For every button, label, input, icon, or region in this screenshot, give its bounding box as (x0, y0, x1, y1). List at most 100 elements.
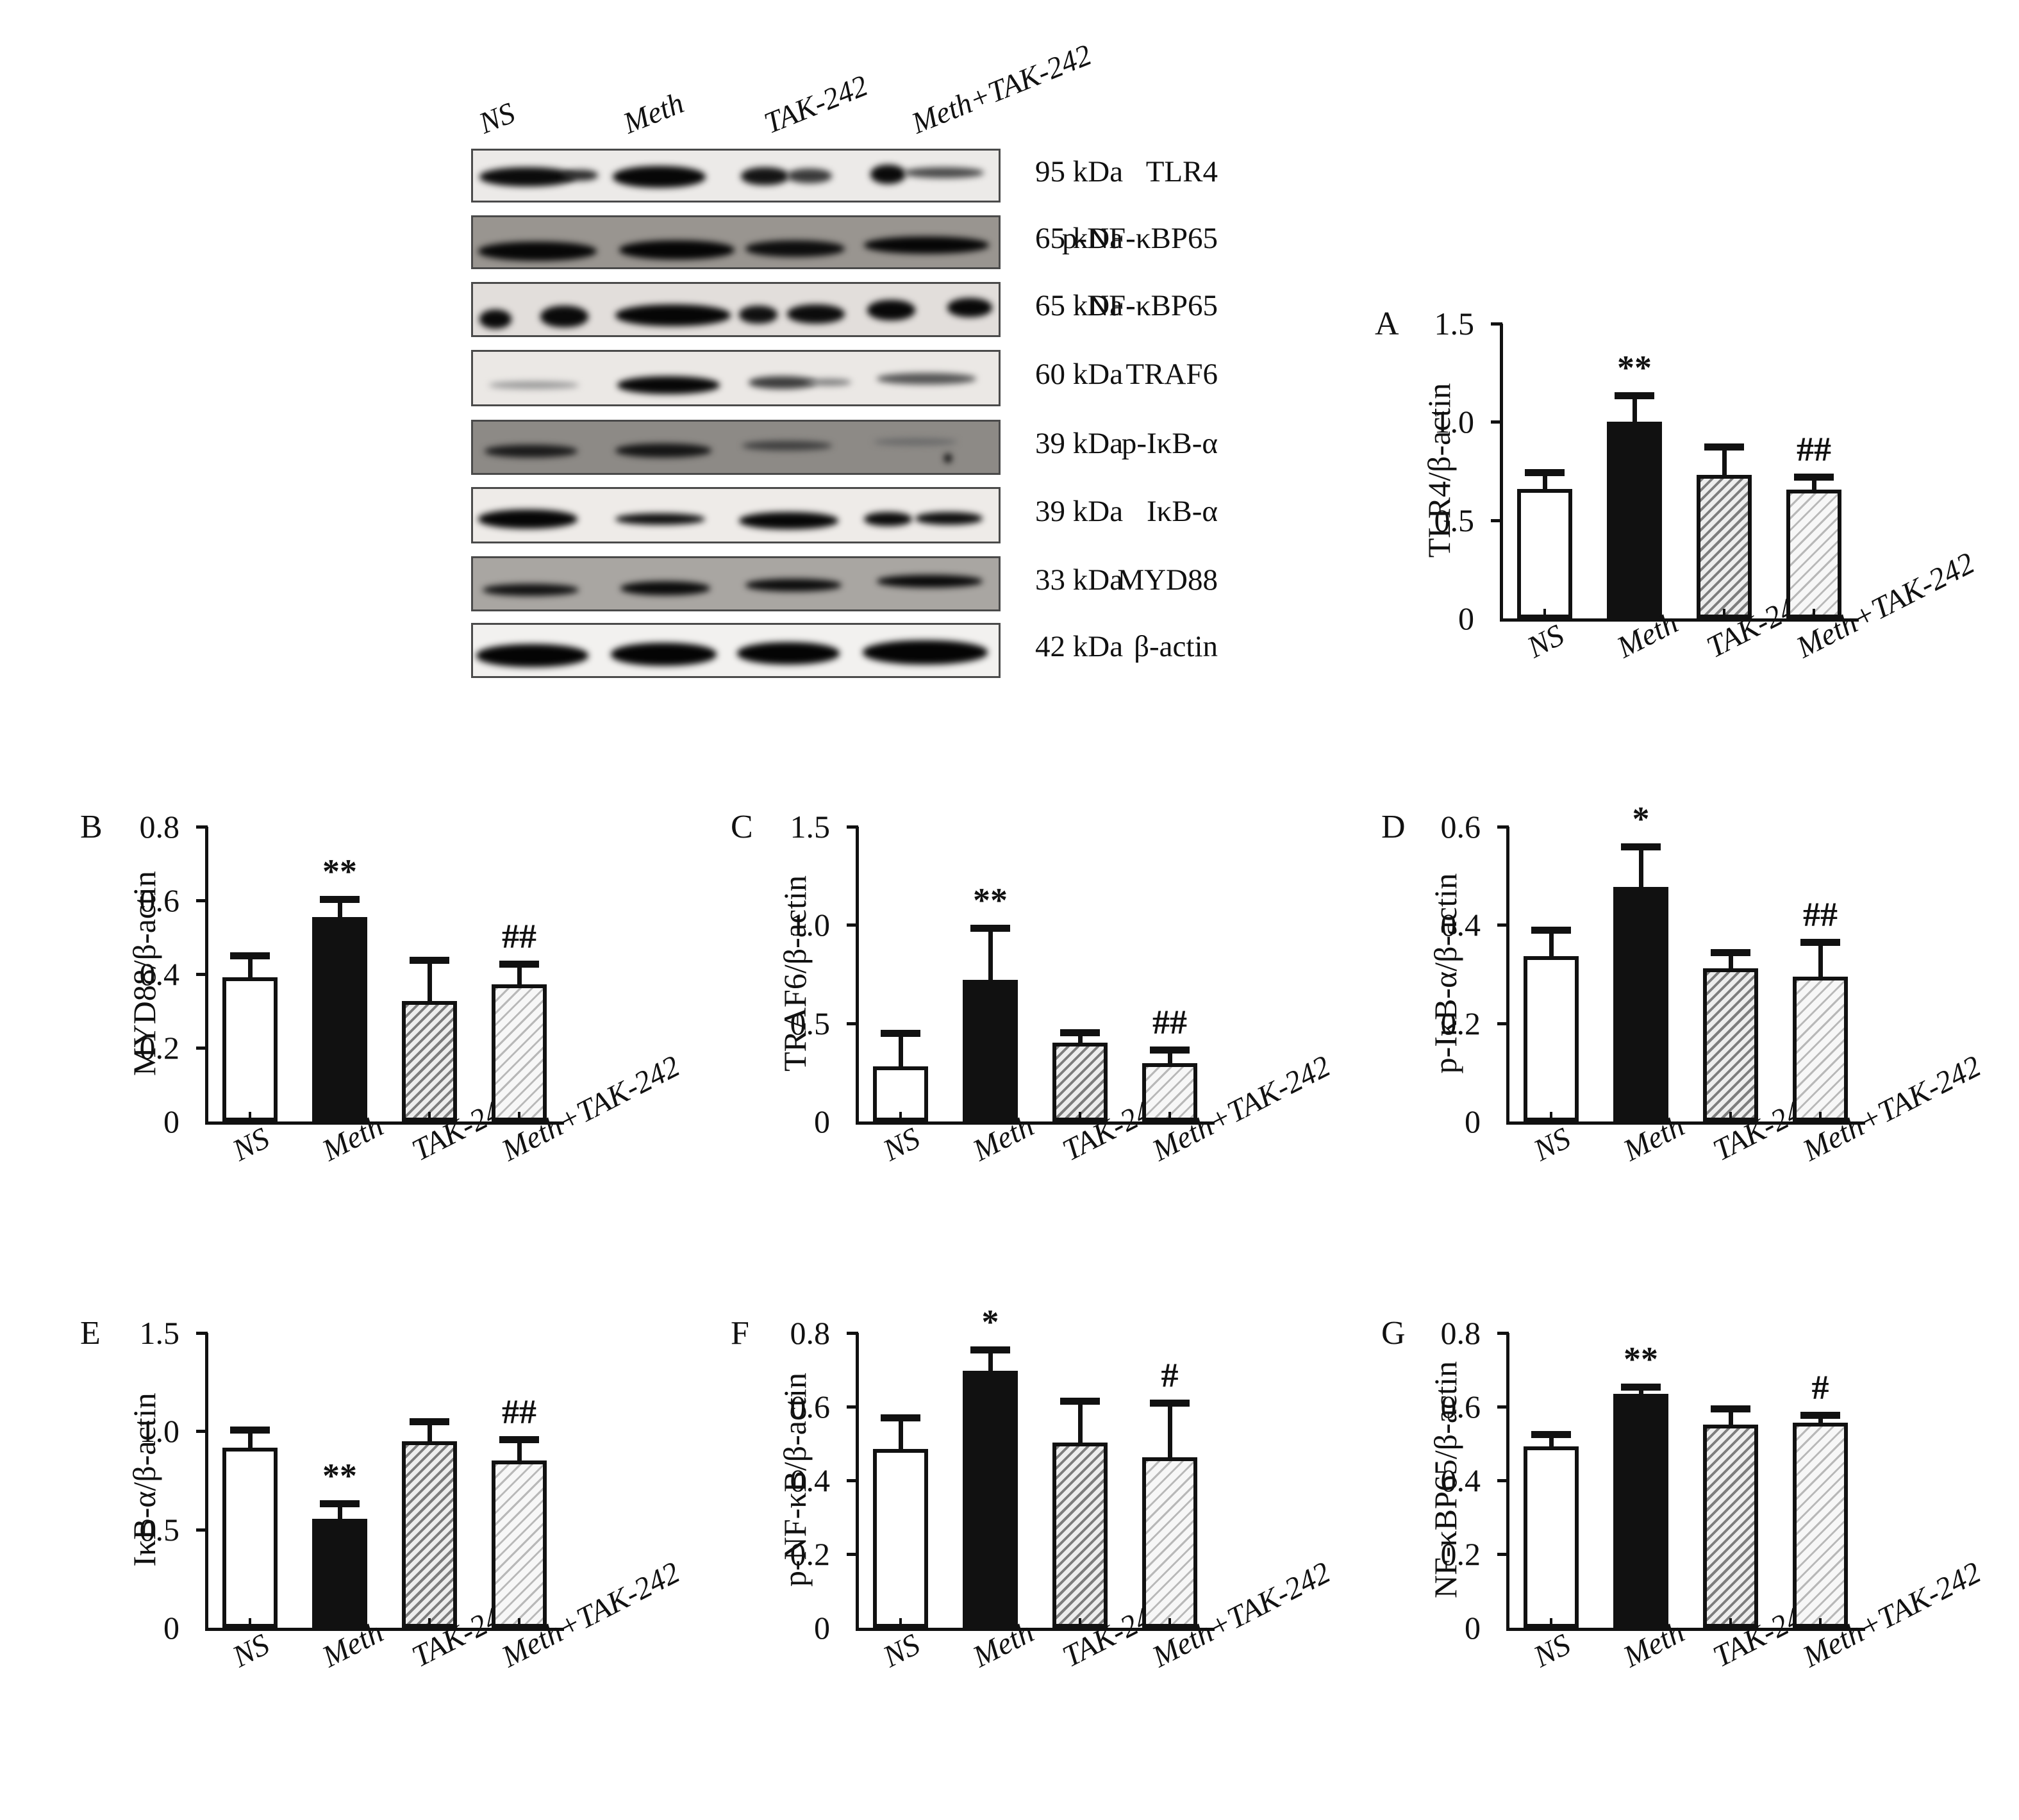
y-axis-tick-label: 1.5 (139, 1315, 180, 1351)
blot-protein-label: p-NF-κBP65 (1061, 222, 1218, 255)
blot-band (739, 306, 777, 324)
significance-marker: # (1811, 1368, 1829, 1407)
blot-kda-label: 39 kDa (1035, 427, 1124, 460)
blot-lane-label: NS (474, 96, 520, 141)
blot-band (741, 167, 789, 185)
y-axis-tick (196, 825, 208, 829)
blot-kda-label: 33 kDa (1035, 563, 1124, 597)
x-axis-tick (518, 1112, 520, 1121)
blot-band (619, 240, 735, 260)
panel-letter: A (1375, 306, 1399, 342)
bar-tak-242 (401, 1441, 458, 1628)
x-axis-tick (1813, 609, 1815, 618)
error-bar (517, 1443, 522, 1460)
x-axis-tick (989, 1618, 992, 1628)
panel-letter: D (1381, 809, 1406, 845)
error-bar-cap (1793, 474, 1834, 481)
error-bar (1167, 1407, 1172, 1457)
y-axis-title: p-IκB-α/β-actin (1427, 873, 1463, 1074)
y-axis-tick-label: 0 (1458, 600, 1474, 636)
bar-meth-tak-242 (491, 984, 547, 1121)
significance-marker: # (1161, 1356, 1179, 1394)
plot-area: 0 0.5 1.0 1.5 IκB-α/β-actin NS ** Meth TAK-242 ##… (126, 1317, 685, 1674)
significance-marker: ## (502, 917, 536, 956)
y-axis-tick (196, 973, 208, 976)
y-axis-tick-label: 0 (163, 1610, 179, 1646)
y-axis-title: p-NF-κB/β-actin (777, 1373, 813, 1587)
plot-area: 0 0.2 0.4 0.6 0.8 p-NF-κB/β-actin NS * Meth TAK-2… (777, 1305, 1336, 1674)
error-bar (427, 1425, 432, 1442)
bar-tak-242 (1052, 1443, 1108, 1628)
x-axis-tick (1723, 609, 1725, 618)
error-bar-cap (1710, 1405, 1751, 1413)
error-bar (988, 1353, 993, 1371)
bar-meth-tak-242 (491, 1460, 547, 1628)
x-axis-tick (1550, 1112, 1552, 1121)
significance-marker: ** (973, 881, 1008, 920)
y-axis (1500, 324, 1503, 618)
blot-protein-label: MYD88 (1117, 563, 1218, 597)
panel-letter: E (80, 1315, 101, 1352)
blot-band (787, 169, 832, 183)
error-bar (247, 959, 253, 977)
x-axis-tick (1633, 609, 1636, 618)
x-axis-tick (249, 1112, 251, 1121)
blot-band (620, 581, 710, 595)
error-bar-cap (499, 1436, 540, 1444)
bar-tak-242 (401, 1000, 458, 1121)
significance-marker: * (981, 1303, 999, 1342)
error-bar (1638, 1391, 1643, 1394)
blot-protein-label: IκB-α (1147, 495, 1218, 528)
error-bar-cap (1149, 1046, 1190, 1054)
chart-panel-e: E 0 0.5 1.0 1.5 IκB-α/β-actin NS ** Meth TAK-242 #… (38, 1315, 685, 1820)
blot-band (806, 379, 851, 386)
blot-band (737, 642, 840, 665)
bar-tak-242 (1702, 968, 1759, 1121)
y-axis (1506, 827, 1509, 1121)
blot-band (877, 373, 976, 385)
chart-panel-b: B 0 0.2 0.4 0.6 0.8 MYD88/β-actin NS ** Meth TAK-2… (38, 811, 685, 1314)
error-bar (1818, 945, 1823, 977)
x-axis-tick (1079, 1618, 1081, 1628)
y-axis-tick (847, 1022, 858, 1025)
x-axis-label: NS (1522, 618, 1570, 665)
y-axis-title: MYD88/β-actin (126, 871, 162, 1076)
y-axis-tick-label: 0 (814, 1104, 830, 1139)
x-axis-label: NS (1528, 1121, 1576, 1168)
x-axis-tick (428, 1112, 431, 1121)
x-axis-tick (1543, 609, 1546, 618)
error-bar (517, 968, 522, 985)
bar-meth-tak-242 (1792, 1423, 1849, 1628)
blot-band (742, 441, 832, 451)
error-bar-cap (1620, 1384, 1661, 1391)
bar-ns (872, 1449, 929, 1628)
y-axis-title: TRAF6/β-actin (777, 875, 813, 1071)
error-bar (1638, 850, 1643, 888)
x-axis-tick (1079, 1112, 1081, 1121)
y-axis-tick-label: 0.4 (790, 1462, 831, 1498)
y-axis-tick-label: 0.4 (1440, 1462, 1481, 1498)
y-axis-tick-label: 1.0 (1434, 404, 1475, 440)
y-axis (856, 827, 859, 1121)
error-bar (1077, 1405, 1083, 1443)
blot-strip (471, 149, 1001, 203)
y-axis-tick-label: 0.6 (139, 882, 180, 918)
error-bar-cap (1704, 443, 1745, 451)
blot-kda-label: 60 kDa (1035, 358, 1124, 391)
chart-panel-f: F 0 0.2 0.4 0.6 0.8 p-NF-κB/β-actin NS * Meth TAK-… (689, 1305, 1336, 1820)
error-bar (247, 1434, 253, 1448)
blot-band (611, 643, 717, 666)
blot-lane-label: Meth+TAK-242 (907, 38, 1097, 141)
error-bar-cap (970, 925, 1011, 932)
blot-protein-label: NF-κBP65 (1087, 289, 1218, 322)
blot-band (904, 167, 984, 178)
x-axis-tick (428, 1618, 431, 1628)
x-axis-tick (1640, 1112, 1642, 1121)
y-axis-tick-label: 0 (1465, 1104, 1481, 1139)
blot-band (915, 512, 983, 525)
blot-band (864, 512, 912, 526)
x-axis (1500, 618, 1859, 622)
chart-panel-a: A 0 0.5 1.0 1.5 TLR4/β-actin NS ** Meth TAK-242 ##… (1333, 306, 1980, 811)
error-bar-cap (1614, 392, 1655, 400)
y-axis-tick-label: 0 (163, 1104, 179, 1139)
